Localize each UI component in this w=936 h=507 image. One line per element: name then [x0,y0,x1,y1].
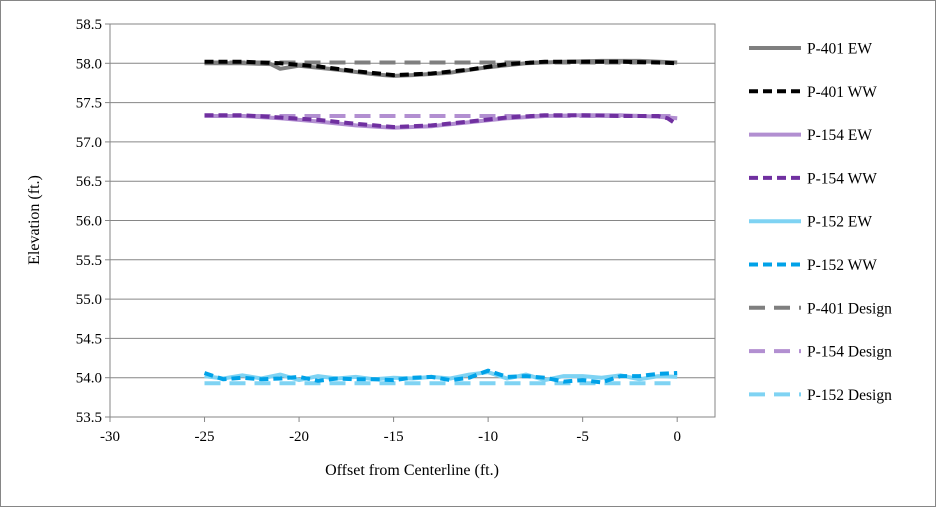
legend-label: P-401 Design [807,300,892,317]
x-tick-label: -5 [576,429,589,445]
x-tick-label: -20 [289,429,309,445]
legend-label: P-154 EW [807,127,872,144]
legend-label: P-154 WW [807,170,877,187]
y-tick-label: 57.0 [76,135,102,151]
legend-label: P-154 Design [807,344,892,361]
x-tick-label: -10 [478,429,498,445]
y-axis-ticks: 53.5 54.0 54.5 55.0 55.5 56.0 56.5 57.0 57.5 58.0… [76,17,110,426]
series-layer [203,58,679,386]
y-axis-title: Elevation (ft.) [26,175,43,265]
x-axis-ticks: -30 -25 -20 -15 -10 -5 0 [100,417,681,445]
x-tick-label: -30 [100,429,120,445]
x-axis-title: Offset from Centerline (ft.) [325,462,499,479]
x-tick-label: -15 [384,429,404,445]
y-tick-label: 53.5 [76,410,102,426]
y-tick-label: 57.5 [76,96,102,112]
legend-label: P-152 WW [807,257,877,274]
legend-label: P-152 EW [807,214,872,231]
series-line-p-401-ww [204,59,678,78]
series-line-p-154-ww [204,113,679,129]
y-tick-label: 56.5 [76,174,102,190]
series-line-p-152-ww [203,368,678,385]
x-tick-label: -25 [195,429,215,445]
legend: P-401 EW P-401 WW P-154 EW P-154 WW P-152 EW… [749,41,892,404]
y-tick-label: 55.0 [76,292,102,308]
y-tick-label: 58.0 [76,56,102,72]
legend-label: P-401 WW [807,84,877,101]
x-tick-label: 0 [673,429,681,445]
y-tick-label: 54.5 [76,331,102,347]
y-tick-label: 54.0 [76,371,102,387]
legend-label: P-401 EW [807,41,872,58]
y-tick-label: 58.5 [76,17,102,33]
legend-label: P-152 Design [807,387,892,404]
y-tick-label: 55.5 [76,253,102,269]
y-tick-label: 56.0 [76,214,102,230]
